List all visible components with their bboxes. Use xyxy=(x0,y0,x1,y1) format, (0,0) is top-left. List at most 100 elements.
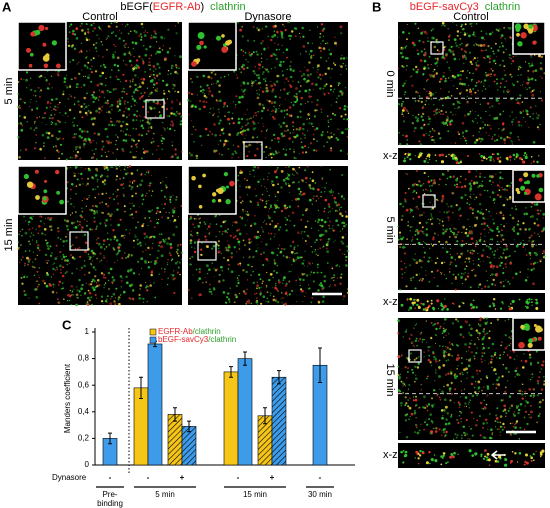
fluorescent-spot xyxy=(174,55,176,57)
fluorescent-spot xyxy=(267,215,270,217)
fluorescent-spot xyxy=(176,72,179,75)
fluorescent-spot xyxy=(490,355,493,358)
fluorescent-spot xyxy=(468,407,470,409)
fluorescent-spot xyxy=(101,180,105,184)
fluorescent-spot xyxy=(494,257,496,259)
fluorescent-spot xyxy=(252,127,256,131)
fluorescent-spot xyxy=(521,392,524,396)
fluorescent-spot xyxy=(423,160,427,163)
fluorescent-spot xyxy=(430,98,433,100)
fluorescent-spot xyxy=(136,238,139,241)
fluorescent-spot xyxy=(503,204,506,207)
fluorescent-spot xyxy=(143,100,146,103)
fluorescent-spot xyxy=(418,140,421,143)
fluorescent-spot xyxy=(106,298,108,301)
fluorescent-spot xyxy=(169,124,172,126)
fluorescent-spot xyxy=(146,150,148,152)
fluorescent-spot xyxy=(84,33,87,35)
fluorescent-spot xyxy=(195,218,198,220)
fluorescent-spot xyxy=(124,291,126,293)
fluorescent-spot xyxy=(425,341,428,343)
title-part: ) xyxy=(200,1,204,13)
fluorescent-spot xyxy=(295,128,298,131)
fluorescent-spot xyxy=(295,279,298,282)
fluorescent-spot xyxy=(90,71,93,74)
fluorescent-spot xyxy=(461,255,463,257)
fluorescent-spot xyxy=(64,235,68,238)
fluorescent-spot xyxy=(82,75,85,78)
fluorescent-spot xyxy=(216,80,220,83)
fluorescent-spot xyxy=(173,291,176,295)
fluorescent-spot xyxy=(460,275,463,279)
fluorescent-spot xyxy=(78,290,81,293)
fluorescent-spot xyxy=(248,51,251,54)
fluorescent-spot xyxy=(260,185,262,187)
fluorescent-spot xyxy=(466,234,470,237)
fluorescent-spot xyxy=(434,261,437,265)
fluorescent-spot xyxy=(253,235,257,239)
fluorescent-spot xyxy=(121,257,124,260)
fluorescent-spot xyxy=(103,165,106,168)
fluorescent-spot xyxy=(532,70,535,73)
fluorescent-spot xyxy=(467,113,470,116)
fluorescent-spot xyxy=(421,226,424,229)
fluorescent-spot xyxy=(110,113,112,115)
fluorescent-spot xyxy=(280,65,283,68)
fluorescent-spot xyxy=(537,224,540,227)
fluorescent-spot xyxy=(261,66,264,68)
fluorescent-spot xyxy=(477,60,479,62)
fluorescent-spot xyxy=(339,276,343,279)
fluorescent-spot xyxy=(430,222,434,226)
fluorescent-spot xyxy=(429,92,433,95)
fluorescent-spot xyxy=(285,48,289,51)
fluorescent-spot xyxy=(317,195,319,197)
fluorescent-spot xyxy=(130,229,132,231)
fluorescent-spot xyxy=(149,236,152,239)
fluorescent-spot xyxy=(94,205,97,207)
fluorescent-spot xyxy=(344,87,347,89)
fluorescent-spot xyxy=(110,166,112,168)
fluorescent-spot xyxy=(171,122,175,125)
fluorescent-spot xyxy=(87,289,90,292)
fluorescent-spot xyxy=(37,86,40,89)
fluorescent-spot xyxy=(338,207,340,209)
fluorescent-spot xyxy=(131,195,134,198)
fluorescent-spot xyxy=(69,25,71,28)
fluorescent-spot xyxy=(465,58,467,60)
fluorescent-spot xyxy=(128,184,131,187)
fluorescent-spot xyxy=(520,242,522,245)
fluorescent-spot xyxy=(90,117,94,121)
fluorescent-spot xyxy=(237,156,240,159)
fluorescent-spot xyxy=(450,95,453,97)
fluorescent-spot xyxy=(419,337,422,340)
fluorescent-spot xyxy=(524,191,527,195)
fluorescent-spot xyxy=(423,251,426,254)
fluorescent-spot xyxy=(155,52,157,55)
fluorescent-spot xyxy=(463,54,466,57)
fluorescent-spot xyxy=(317,248,319,250)
fluorescent-spot xyxy=(125,257,127,259)
fluorescent-spot xyxy=(89,39,90,41)
fluorescent-spot xyxy=(434,430,438,433)
fluorescent-spot xyxy=(277,43,280,46)
fluorescent-spot xyxy=(410,412,414,416)
fluorescent-spot xyxy=(78,246,81,249)
fluorescent-spot xyxy=(129,134,132,137)
fluorescent-spot xyxy=(104,151,106,153)
fluorescent-spot xyxy=(169,47,171,50)
fluorescent-spot xyxy=(463,405,465,407)
fluorescent-spot xyxy=(135,128,137,130)
fluorescent-spot xyxy=(343,105,347,108)
row-label: 5 min xyxy=(384,217,396,244)
fluorescent-spot xyxy=(106,37,108,39)
fluorescent-spot xyxy=(486,73,490,77)
fluorescent-spot xyxy=(50,225,53,228)
fluorescent-spot xyxy=(158,79,160,81)
fluorescent-spot xyxy=(446,203,448,205)
fluorescent-spot xyxy=(488,179,492,183)
xz-section xyxy=(398,293,545,312)
fluorescent-spot xyxy=(338,129,340,130)
fluorescent-spot xyxy=(148,106,152,109)
fluorescent-spot xyxy=(297,231,300,234)
fluorescent-spot xyxy=(133,246,135,248)
